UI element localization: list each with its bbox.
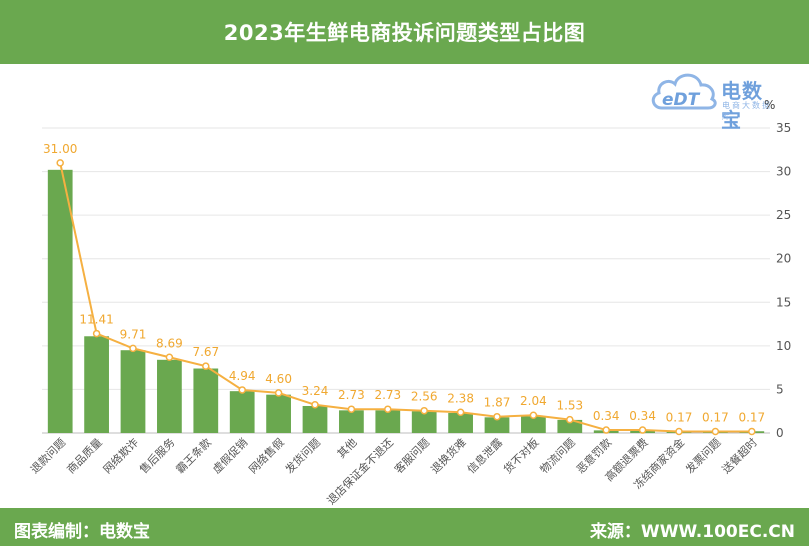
x-tick-label: 虚假促销 [209,435,250,476]
line-point [238,386,246,394]
bar [375,410,401,433]
data-label: 2.56 [411,390,438,404]
data-label: 0.17 [738,411,765,425]
bar [484,417,510,433]
x-tick-label: 商品质量 [64,435,105,476]
line-point [748,427,756,436]
footer-source: 来源：WWW.100EC.CN [589,522,795,542]
x-tick-label: 发货问题 [282,435,323,476]
line-series [56,159,756,436]
x-tick-label: 退店保证金不退还 [324,435,396,507]
bar [84,336,109,433]
unit-label: % [764,98,776,112]
y-tick-label: 5 [776,382,784,396]
data-label: 0.34 [593,409,620,423]
line-point [56,159,64,167]
data-label: 31.00 [43,142,77,156]
line-point [456,408,465,417]
line-point [638,426,647,434]
line-point [384,405,392,413]
gridlines [42,127,770,434]
bar [521,416,546,433]
line-point [274,389,283,397]
data-label: 4.60 [265,372,292,386]
bars [47,169,765,434]
line-point [129,344,137,353]
data-label: 1.53 [556,399,583,413]
x-tick-label: 售后服务 [137,435,178,476]
x-tick-label: 发票问题 [683,435,724,476]
series-line [59,162,752,433]
data-label: 11.41 [79,313,113,327]
y-tick-label: 35 [776,121,791,135]
y-tick-label: 20 [776,252,791,266]
line-point [602,426,610,434]
line-point [165,353,174,362]
x-tick-label: 退款问题 [27,435,68,476]
line-point [420,406,428,415]
x-tick-label: 信息泄露 [464,435,505,476]
line-point [566,415,574,424]
bar [448,412,473,433]
y-tick-label: 10 [776,339,791,353]
y-tick-label: 15 [776,295,791,309]
line-point [92,329,101,338]
bar [266,394,291,433]
data-label: 2.73 [338,388,365,402]
x-tick-label: 网络售假 [246,435,287,476]
data-label: 9.71 [120,327,147,341]
data-label: 4.94 [229,369,256,383]
bar [229,391,255,433]
data-labels: 31.00 11.41 9.71 8.69 7.67 4.94 4.60 3.24 2.73 2.… [43,142,765,425]
y-tick-label: 25 [776,208,791,222]
data-label: 2.73 [374,388,401,402]
data-label: 1.87 [484,396,511,410]
x-tick-label: 客服问题 [391,435,432,476]
line-point [529,411,538,419]
line-point [675,427,683,436]
data-label: 2.38 [447,391,474,405]
data-label: 0.17 [666,411,693,425]
bar [302,405,328,433]
bar [120,350,146,433]
data-label: 0.17 [702,411,729,425]
y-tick-label: 0 [776,426,784,440]
chart-title: 2023年生鲜电商投诉问题类型占比图 [0,0,809,64]
footer-credit: 图表编制：电数宝 [14,522,150,542]
cloud-logo-icon: eDT [651,73,717,110]
data-label: 3.24 [302,384,329,398]
line-point [711,427,720,436]
bar [47,169,73,434]
y-tick-label: 30 [776,165,791,179]
data-label: 8.69 [156,336,183,350]
y-axis-ticks: 0 5 10 15 20 25 30 35 [776,121,791,440]
logo-subtitle: 电商大数据库 [722,101,772,121]
x-tick-label: 其他 [335,436,360,461]
x-tick-label: 退换货难 [428,435,469,476]
x-tick-label: 物流问题 [537,435,578,476]
line-point [311,401,319,409]
line-point [347,405,356,413]
logo-brand: 电数宝 [721,79,763,132]
logo-mark: eDT [662,90,701,110]
data-label: 2.04 [520,394,547,408]
x-tick-label: 送餐超时 [719,435,760,476]
bar [193,368,219,433]
line-point [493,412,501,421]
bar [157,359,182,433]
logo: eDT 电数宝 电商大数据库 % [648,66,778,132]
bar [557,419,583,433]
line-point [202,362,210,370]
bar [411,411,437,433]
x-tick-label: 霸王条款 [173,435,214,476]
data-label: 7.67 [192,345,219,359]
x-tick-label: 网络欺诈 [100,435,141,476]
bar [339,410,364,433]
x-tick-label: 货不对板 [501,435,542,476]
bar-line-chart: 31.00 11.41 9.71 8.69 7.67 4.94 4.60 3.24 2.73 2.… [27,121,791,507]
footer: 图表编制：电数宝 来源：WWW.100EC.CN [0,508,809,546]
data-label: 0.34 [629,409,656,423]
